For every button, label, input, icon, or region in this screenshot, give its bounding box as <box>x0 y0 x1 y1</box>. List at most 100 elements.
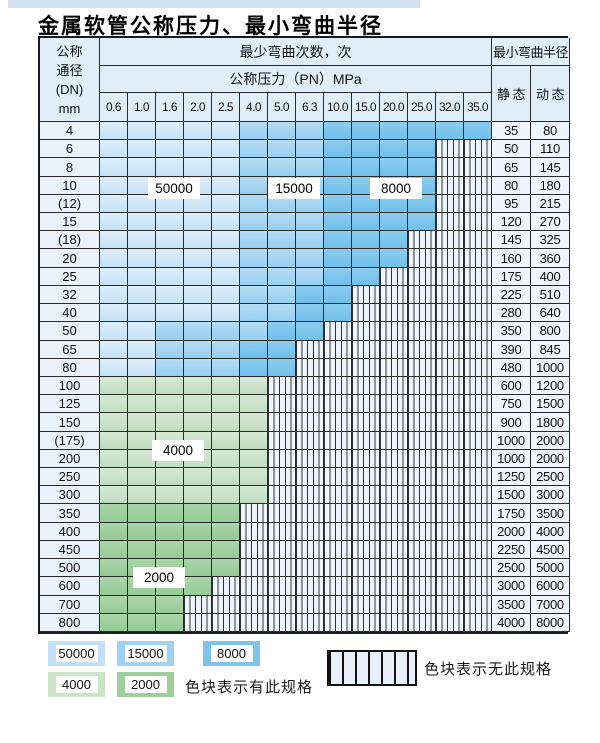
no-spec-cell <box>352 413 380 432</box>
no-spec-cell <box>324 395 352 414</box>
spec-cell <box>212 522 240 541</box>
no-spec-cell <box>464 595 492 614</box>
no-spec-cell <box>296 413 324 432</box>
dynamic-radius-cell: 360 <box>531 249 570 268</box>
spec-cell <box>100 140 128 159</box>
dn-column-header: 公称 通径 (DN) mm <box>40 38 100 122</box>
no-spec-cell <box>324 559 352 578</box>
no-spec-cell <box>296 358 324 377</box>
dynamic-radius-cell: 110 <box>531 140 570 159</box>
spec-cell <box>156 395 184 414</box>
no-spec-cell <box>380 540 408 560</box>
spec-cell <box>240 213 268 232</box>
spec-cell <box>156 285 184 305</box>
no-spec-cell <box>408 340 436 359</box>
spec-cell <box>156 540 184 560</box>
spec-cell <box>156 213 184 232</box>
no-spec-cell <box>352 613 380 632</box>
no-spec-cell <box>464 431 492 450</box>
no-spec-cell <box>464 358 492 377</box>
no-spec-cell <box>296 340 324 359</box>
no-spec-cell <box>380 395 408 414</box>
static-radius-cell: 3500 <box>492 595 531 614</box>
spec-cell <box>128 213 156 232</box>
spec-cell <box>240 376 268 396</box>
dn-cell: (175) <box>40 431 100 450</box>
spec-cell <box>240 158 268 177</box>
no-spec-cell <box>408 577 436 596</box>
no-spec-cell <box>464 213 492 232</box>
pressure-col-header: 2.5 <box>212 93 240 122</box>
no-spec-cell <box>268 449 296 469</box>
no-spec-cell <box>464 304 492 323</box>
spec-cell <box>100 285 128 305</box>
spec-cell <box>240 231 268 250</box>
no-spec-cell <box>212 577 240 596</box>
dn-cell: 250 <box>40 468 100 487</box>
no-spec-cell <box>436 322 464 341</box>
spec-cell <box>296 267 324 286</box>
spec-cell <box>128 486 156 505</box>
no-spec-cell <box>408 613 436 632</box>
spec-cell <box>100 559 128 578</box>
spec-cell <box>268 158 296 177</box>
no-spec-cell <box>408 595 436 614</box>
spec-cell <box>212 231 240 250</box>
spec-cell <box>212 468 240 487</box>
spec-cell <box>296 322 324 341</box>
static-radius-cell: 145 <box>492 231 531 250</box>
dn-cell: 20 <box>40 249 100 268</box>
static-radius-cell: 900 <box>492 413 531 432</box>
no-spec-cell <box>352 522 380 541</box>
spec-cell <box>240 122 268 141</box>
pressure-col-header: 5.0 <box>268 93 296 122</box>
spec-cell <box>296 194 324 214</box>
spec-cell <box>240 486 268 505</box>
no-spec-cell <box>352 376 380 396</box>
static-radius-cell: 4000 <box>492 613 531 632</box>
no-spec-cell <box>464 613 492 632</box>
static-radius-cell: 35 <box>492 122 531 141</box>
spec-cell <box>296 122 324 141</box>
dynamic-radius-cell: 1200 <box>531 376 570 396</box>
spec-cell <box>184 158 212 177</box>
no-spec-cell <box>380 522 408 541</box>
no-spec-cell <box>436 504 464 523</box>
no-spec-cell <box>324 413 352 432</box>
spec-cell <box>100 395 128 414</box>
static-radius-cell: 50 <box>492 140 531 159</box>
no-spec-cell <box>436 267 464 286</box>
static-radius-cell: 2250 <box>492 540 531 560</box>
spec-cell <box>100 231 128 250</box>
no-spec-cell <box>324 540 352 560</box>
spec-cell <box>156 358 184 377</box>
static-radius-cell: 95 <box>492 194 531 214</box>
no-spec-cell <box>240 504 268 523</box>
dn-cell: 125 <box>40 395 100 414</box>
no-spec-cell <box>324 449 352 469</box>
no-spec-cell <box>352 431 380 450</box>
spec-cell <box>156 340 184 359</box>
spec-cell <box>324 122 352 141</box>
radius-header: 最小弯曲半径 <box>492 38 570 66</box>
spec-cell <box>184 194 212 214</box>
static-radius-cell: 1500 <box>492 486 531 505</box>
no-spec-cell <box>268 431 296 450</box>
spec-cell <box>268 194 296 214</box>
dn-cell: 700 <box>40 595 100 614</box>
spec-cell <box>184 122 212 141</box>
no-spec-cell <box>352 595 380 614</box>
pressure-col-header: 20.0 <box>380 93 408 122</box>
no-spec-cell <box>380 267 408 286</box>
spec-cell <box>100 522 128 541</box>
spec-cell <box>184 231 212 250</box>
spec-cell <box>156 140 184 159</box>
spec-cell <box>100 158 128 177</box>
spec-cell <box>352 194 380 214</box>
dynamic-radius-cell: 8000 <box>531 613 570 632</box>
spec-cell <box>324 285 352 305</box>
spec-cell <box>352 231 380 250</box>
spec-cell <box>100 376 128 396</box>
spec-cell <box>100 577 128 596</box>
no-spec-cell <box>436 231 464 250</box>
